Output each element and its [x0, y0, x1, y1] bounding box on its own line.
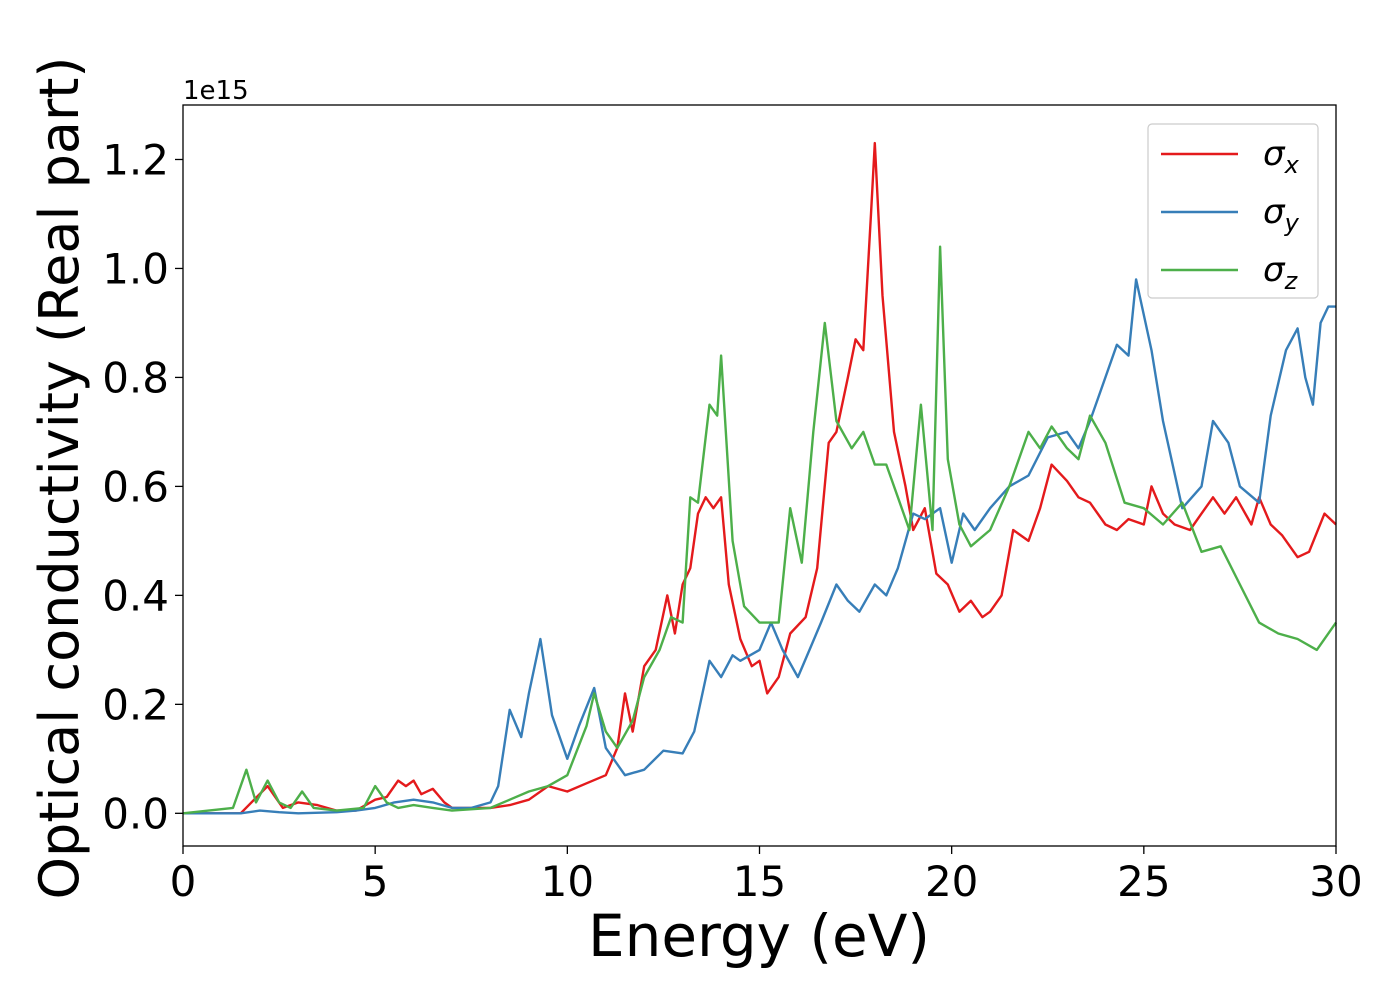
series-line-y: [183, 278, 1336, 815]
series-line-x: [183, 141, 1337, 815]
x-axis-label: Energy (eV): [588, 902, 930, 970]
y-offset-text: 1e15: [183, 76, 249, 106]
y-tick-label: 1.2: [102, 135, 169, 184]
x-tick-label: 30: [1309, 857, 1362, 906]
y-tick-label: 0.4: [102, 571, 169, 620]
x-tick-label: 25: [1117, 857, 1170, 906]
y-axis-label: Optical conductivity (Real part): [28, 57, 91, 900]
x-tick-label: 15: [733, 857, 786, 906]
y-tick-label: 0.0: [102, 789, 169, 838]
x-tick-label: 10: [541, 857, 594, 906]
x-tick-label: 20: [925, 857, 978, 906]
x-tick-label: 0: [170, 857, 197, 906]
y-tick-label: 1.0: [102, 244, 169, 293]
series-lines: [182, 141, 1337, 815]
x-axis-ticks: 0 5 10 15 20 25 30: [170, 846, 1363, 906]
y-tick-label: 0.8: [102, 353, 169, 402]
legend-label-z: σz: [1263, 250, 1299, 295]
y-tick-label: 0.6: [102, 462, 169, 511]
y-tick-label: 0.2: [102, 680, 169, 729]
series-line-z: [182, 245, 1337, 815]
y-axis-ticks: 0.0 0.2 0.4 0.6 0.8 1.0 1.2: [102, 135, 183, 838]
x-tick-label: 5: [362, 857, 389, 906]
